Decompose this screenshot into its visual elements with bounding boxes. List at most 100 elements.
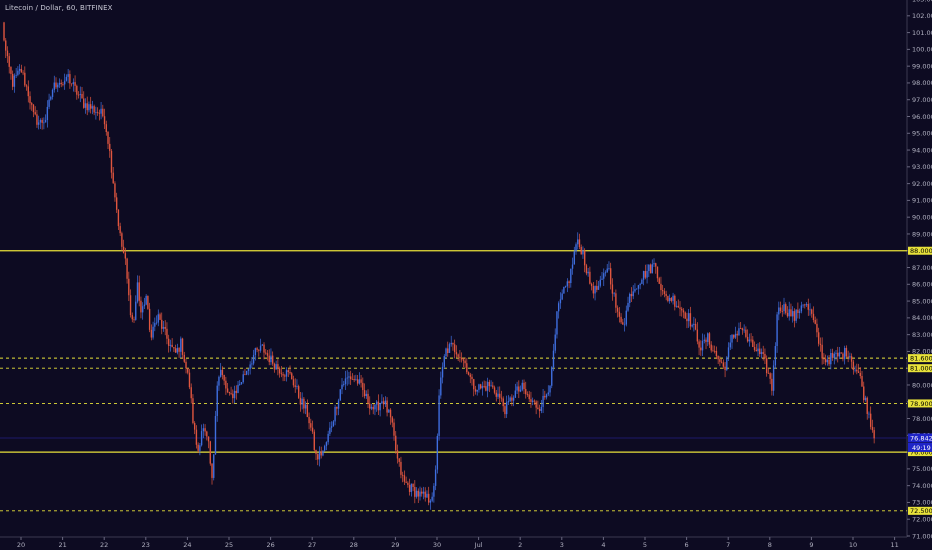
x-tick-label: 7 <box>726 541 730 549</box>
candle-body <box>587 271 589 274</box>
candle-body <box>384 400 387 405</box>
candle-body <box>263 344 265 353</box>
candle-body <box>185 361 187 369</box>
candle-body <box>3 22 5 41</box>
candle-body <box>854 369 856 371</box>
level-label-box <box>908 354 932 363</box>
level-label-box <box>908 246 932 255</box>
candle-body <box>804 304 806 306</box>
candle-body <box>677 305 679 308</box>
candle-body <box>842 353 844 360</box>
candle-body <box>322 450 324 456</box>
y-tick-label: 103.000 <box>912 0 932 3</box>
candle-body <box>604 272 607 274</box>
candle-body <box>358 379 361 384</box>
y-tick-label: 99.000 <box>912 62 932 70</box>
y-tick-label: 71.000 <box>912 532 932 540</box>
candle-body <box>445 348 447 357</box>
candle-body <box>707 333 709 342</box>
candle-body <box>462 359 465 361</box>
candle-body <box>174 348 177 353</box>
candle-body <box>270 355 272 363</box>
candle-body <box>817 332 820 344</box>
candle-body <box>226 388 229 393</box>
candle-body <box>382 401 385 405</box>
candle-body <box>187 368 189 373</box>
candle-body <box>176 347 179 353</box>
candle-body <box>258 349 260 351</box>
candle-body <box>247 368 250 371</box>
candle-body <box>485 386 487 391</box>
candle-body <box>25 85 28 87</box>
x-tick-label: 29 <box>391 541 399 549</box>
candle-body <box>731 334 733 343</box>
candle-body <box>167 338 170 346</box>
candle-body <box>509 397 511 402</box>
candle-body <box>422 491 425 494</box>
candle-body <box>590 283 593 287</box>
candle-body <box>691 325 693 327</box>
candle-body <box>311 427 314 432</box>
candle-body <box>453 344 456 353</box>
candle-body <box>811 309 813 314</box>
candle-body <box>696 329 699 342</box>
y-tick-label: 102.000 <box>912 12 932 20</box>
candle-body <box>219 369 222 377</box>
candle-body <box>216 385 218 416</box>
candle-body <box>518 386 520 392</box>
candle-body <box>362 382 364 391</box>
candle-body <box>871 426 874 431</box>
level-label-box <box>908 399 932 408</box>
candle-body <box>388 409 390 413</box>
candle-body <box>304 404 307 409</box>
candle-body <box>739 328 742 329</box>
candle-body <box>102 108 104 117</box>
candle-body <box>795 309 797 321</box>
candle-body <box>440 377 442 396</box>
candle-body <box>530 399 532 402</box>
candle-body <box>329 427 331 434</box>
candle-body <box>540 406 543 411</box>
candle-body <box>681 308 683 311</box>
candle-body <box>779 307 782 311</box>
candle-body <box>490 385 492 387</box>
candle-body <box>348 376 350 378</box>
candle-body <box>105 124 107 132</box>
candle-body <box>193 423 196 430</box>
candle-body <box>157 314 159 323</box>
candle-body <box>410 483 413 492</box>
candle-body <box>81 93 83 99</box>
x-tick-label: 5 <box>643 541 647 549</box>
candle-body <box>665 293 667 296</box>
y-tick-label: 75.000 <box>912 465 932 473</box>
candle-body <box>661 290 664 292</box>
candle-body <box>36 114 38 125</box>
candle-body <box>192 398 194 424</box>
candle-body <box>771 378 773 391</box>
candle-body <box>809 309 811 311</box>
candle-body <box>46 106 49 121</box>
candle-body <box>261 344 263 346</box>
candle-body <box>502 398 504 407</box>
candle-body <box>715 350 718 357</box>
candle-body <box>239 384 241 385</box>
candle-body <box>464 360 466 364</box>
candle-body <box>719 359 721 362</box>
candle-body <box>648 264 650 272</box>
candle-body <box>67 74 69 77</box>
candle-body <box>20 68 23 73</box>
candle-body <box>601 278 603 280</box>
x-tick-label: 22 <box>100 541 108 549</box>
candle-body <box>826 359 829 363</box>
candle-body <box>670 297 673 301</box>
candle-body <box>89 104 92 109</box>
candle-body <box>65 76 68 81</box>
candle-body <box>859 372 861 376</box>
y-tick-label: 100.000 <box>912 46 932 54</box>
candle-body <box>349 376 352 380</box>
candle-body <box>869 413 872 427</box>
candle-body <box>781 310 783 312</box>
candle-body <box>195 429 198 445</box>
candle-body <box>473 379 475 390</box>
